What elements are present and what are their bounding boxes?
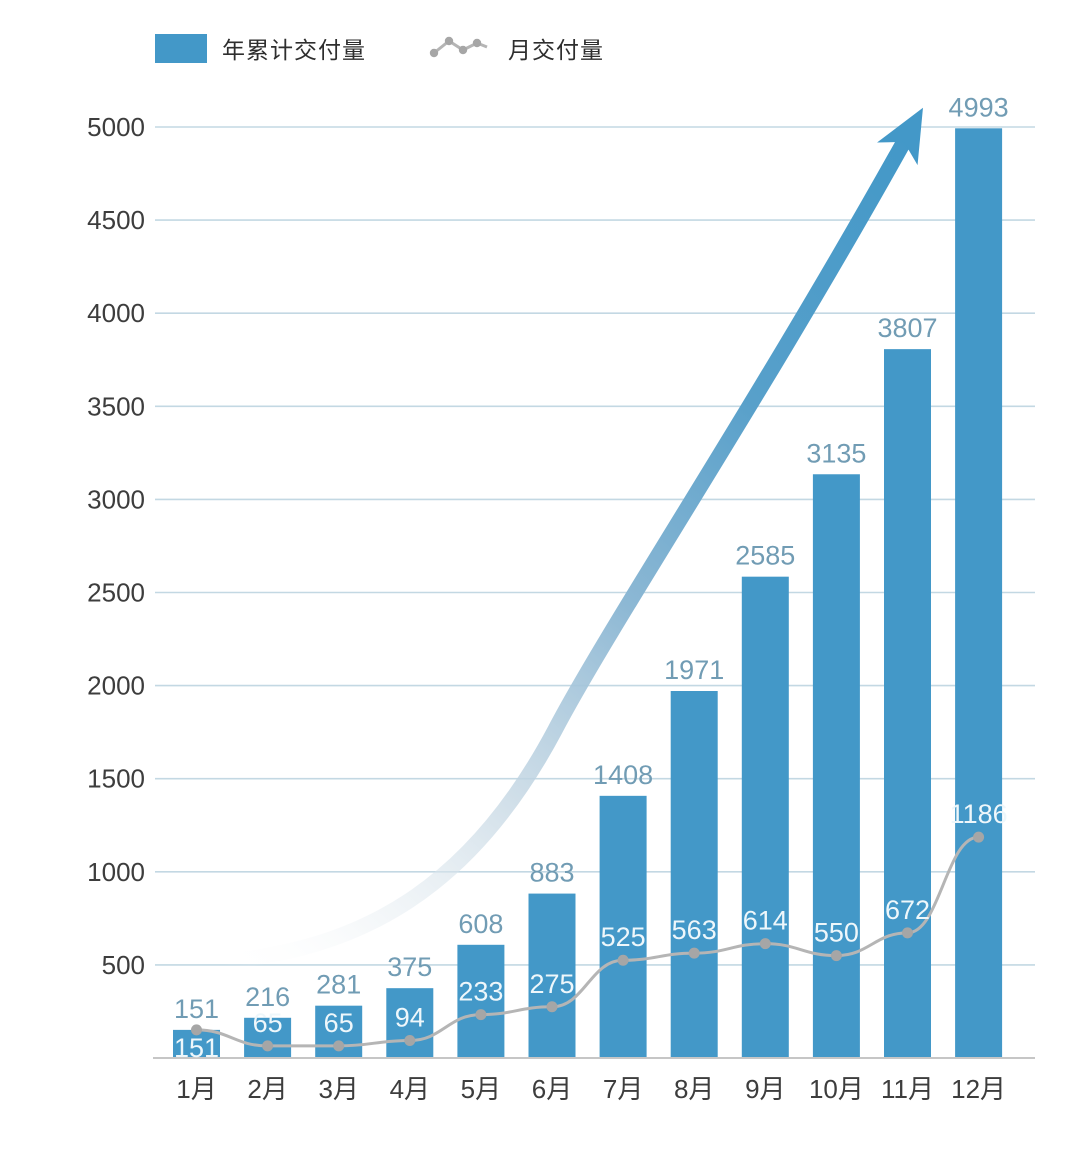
line-point-5月: [475, 1009, 487, 1021]
bar-7月: [599, 795, 647, 1058]
y-tick-label-5000: 5000: [87, 112, 145, 142]
legend-bar-swatch: [155, 33, 207, 63]
y-tick-label-3000: 3000: [87, 484, 145, 514]
bar-value-label-5月: 608: [458, 909, 503, 939]
legend: 年累计交付量 月交付量: [155, 31, 604, 65]
line-value-label-8月: 563: [672, 915, 717, 945]
line-value-label-5月: 233: [458, 977, 503, 1007]
y-tick-label-500: 500: [102, 950, 145, 980]
line-point-8月: [688, 947, 700, 959]
line-value-label-2月: 65: [253, 1008, 283, 1038]
legend-line-dot: [429, 48, 439, 58]
x-tick-label-1月: 1月: [176, 1074, 216, 1104]
line-value-label-4月: 94: [395, 1002, 425, 1032]
x-tick-label-10月: 10月: [809, 1074, 864, 1104]
line-point-2月: [262, 1040, 274, 1052]
x-tick-label-7月: 7月: [603, 1074, 643, 1104]
legend-line-label: 月交付量: [508, 37, 604, 63]
line-point-10月: [830, 950, 842, 962]
bar-11月: [884, 349, 931, 1058]
legend-line-dot: [472, 38, 482, 48]
bar-value-label-4月: 375: [387, 952, 432, 982]
bar-value-label-6月: 883: [529, 858, 574, 888]
y-tick-label-4000: 4000: [87, 298, 145, 328]
legend-line-dot: [444, 36, 454, 46]
y-tick-label-1000: 1000: [87, 857, 145, 887]
bar-value-label-3月: 281: [316, 970, 361, 1000]
y-tick-label-3500: 3500: [87, 391, 145, 421]
line-value-label-7月: 525: [601, 922, 646, 952]
line-point-9月: [759, 938, 771, 950]
x-tick-label-2月: 2月: [247, 1074, 287, 1104]
line-value-label-3月: 65: [324, 1008, 354, 1038]
y-tick-label-2500: 2500: [87, 578, 145, 608]
line-point-4月: [404, 1034, 416, 1046]
bar-4月: [386, 988, 434, 1058]
line-value-label-6月: 275: [529, 969, 574, 999]
growth-arrow: [210, 107, 923, 970]
bar-value-label-2月: 216: [245, 982, 290, 1012]
line-value-label-9月: 614: [743, 906, 788, 936]
bar-value-label-7月: 1408: [593, 760, 653, 790]
bar-5月: [457, 944, 505, 1058]
bar-value-label-10月: 3135: [806, 438, 866, 468]
y-tick-label-2000: 2000: [87, 671, 145, 701]
bar-6月: [528, 893, 576, 1058]
line-point-7月: [617, 954, 629, 966]
line-value-label-10月: 550: [814, 918, 859, 948]
bar-8月: [670, 690, 718, 1058]
x-tick-label-5月: 5月: [461, 1074, 501, 1104]
line-point-6月: [546, 1001, 558, 1013]
bar-value-label-8月: 1971: [664, 655, 724, 685]
bar-value-label-9月: 2585: [735, 541, 795, 571]
bar-12月: [955, 128, 1003, 1058]
line-value-label-11月: 672: [885, 895, 930, 925]
x-tick-label-12月: 12月: [951, 1074, 1006, 1104]
line-value-label-1月: 151: [174, 1033, 219, 1063]
legend-line-icon: [429, 36, 488, 58]
line-point-12月: [973, 831, 985, 843]
x-tick-label-11月: 11月: [881, 1074, 934, 1104]
legend-bar-label: 年累计交付量: [222, 37, 366, 63]
x-tick-label-3月: 3月: [318, 1074, 358, 1104]
bar-10月: [812, 474, 860, 1058]
x-tick-label-4月: 4月: [390, 1074, 430, 1104]
bar-9月: [741, 576, 789, 1058]
line-point-11月: [902, 927, 913, 939]
y-tick-label-1500: 1500: [87, 764, 145, 794]
bar-value-label-11月: 3807: [877, 313, 937, 343]
line-value-label-12月: 1186: [950, 799, 1008, 829]
x-tick-label-6月: 6月: [532, 1074, 572, 1104]
x-tick-label-9月: 9月: [745, 1074, 785, 1104]
y-tick-label-4500: 4500: [87, 205, 145, 235]
line-point-1月: [191, 1024, 202, 1036]
x-tick-label-8月: 8月: [674, 1074, 714, 1104]
legend-line-dot: [458, 45, 468, 55]
line-point-3月: [333, 1040, 345, 1052]
bar-value-label-1月: 151: [174, 994, 219, 1024]
bar-value-label-12月: 4993: [949, 92, 1009, 122]
